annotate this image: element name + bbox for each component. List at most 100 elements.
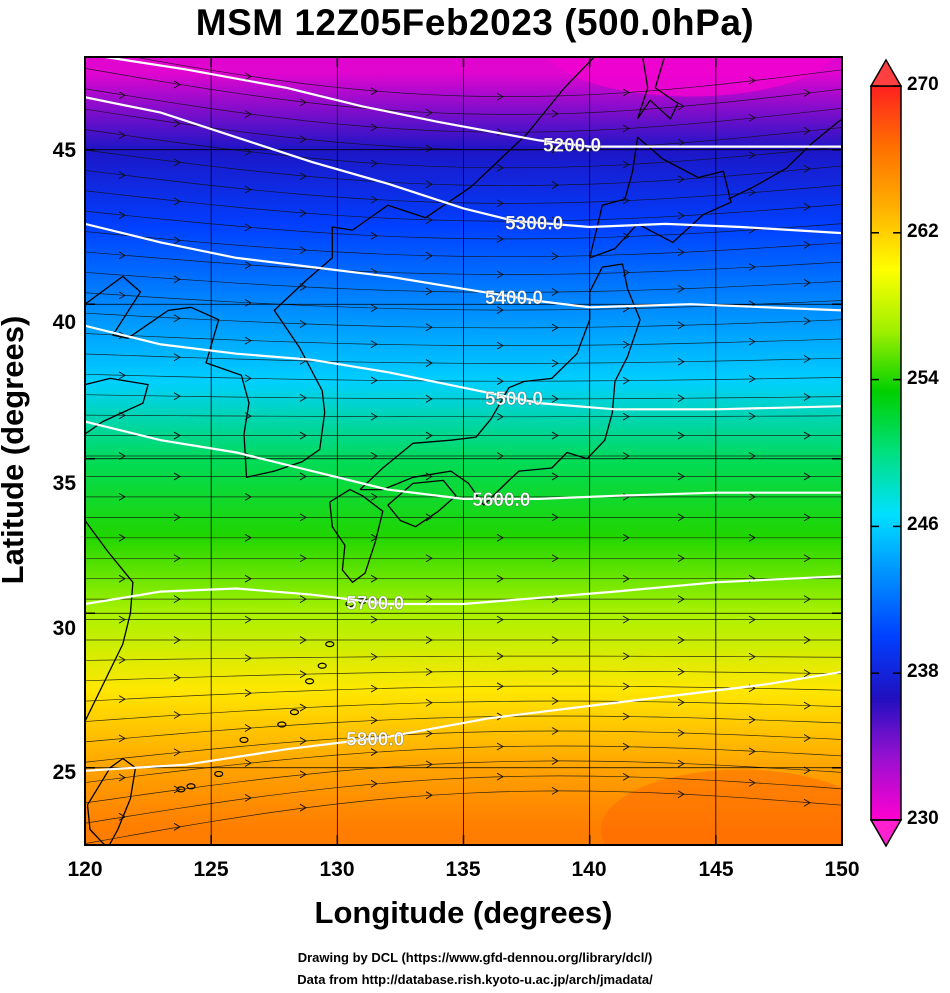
- y-tick-label: 30: [52, 617, 76, 640]
- wind-arrow: [244, 223, 252, 232]
- wind-arrow: [677, 357, 685, 366]
- wind-arrow: [299, 172, 307, 181]
- wind-arrow: [244, 110, 252, 119]
- contour-label: 5200.0: [543, 135, 601, 156]
- wind-arrow: [173, 785, 181, 794]
- wind-arrow: [370, 87, 378, 96]
- wind-arrow: [622, 232, 630, 241]
- wind-arrow: [803, 431, 811, 440]
- colorbar-tick-label: 230: [907, 808, 939, 829]
- wind-arrow: [244, 574, 252, 583]
- wind-arrow: [425, 513, 433, 522]
- island: [345, 600, 355, 608]
- colorbar-top-arrow: [869, 58, 903, 87]
- wind-arrow: [551, 636, 559, 644]
- wind-arrow: [370, 304, 378, 313]
- colorbar: [870, 85, 902, 821]
- wind-arrow: [622, 88, 630, 97]
- wind-arrow: [173, 554, 181, 563]
- contour-label: 5800.0: [346, 729, 404, 750]
- x-tick-label: 120: [67, 858, 103, 881]
- wind-arrow: [803, 554, 811, 563]
- wind-arrow: [496, 92, 504, 101]
- wind-arrow: [173, 80, 181, 89]
- wind-arrow: [677, 554, 685, 563]
- wind-arrow: [244, 724, 252, 732]
- wind-arrow: [244, 412, 252, 420]
- contour-line: [85, 575, 842, 606]
- wind-arrow: [425, 287, 433, 296]
- coast-kyushu: [329, 488, 384, 583]
- wind-arrow: [677, 211, 685, 220]
- contour-label: 5400.0: [485, 288, 543, 309]
- wind-arrow: [677, 595, 685, 604]
- credit-data: Data from http://database.rish.kyoto-u.a…: [297, 972, 653, 987]
- y-tick-label: 35: [52, 472, 76, 495]
- wind-arrow: [677, 394, 685, 403]
- wind-arrow: [118, 773, 126, 782]
- wind-arrow: [496, 772, 504, 781]
- cold-pool: [546, 57, 835, 97]
- colorbar-tick-label: 254: [907, 368, 939, 389]
- island: [317, 662, 327, 669]
- wind-arrow: [677, 431, 685, 440]
- wind-arrow: [496, 128, 504, 137]
- wind-arrow: [425, 698, 433, 707]
- credit-drawing: Drawing by DCL (https://www.gfd-dennou.o…: [297, 950, 653, 965]
- coast-sakhalin: [636, 57, 679, 120]
- colorbar-bottom-arrow: [869, 819, 903, 848]
- wind-arrow: [496, 306, 504, 314]
- wind-arrow: [370, 779, 378, 788]
- wind-arrow: [748, 412, 756, 421]
- wind-arrow: [118, 211, 126, 220]
- wind-arrow: [622, 160, 630, 169]
- wind-arrow: [803, 355, 811, 363]
- wind-arrow: [551, 181, 559, 189]
- wind-arrow: [748, 778, 756, 787]
- wind-arrow: [677, 321, 685, 330]
- wind-arrow: [173, 472, 181, 481]
- contour-line: [97, 57, 842, 148]
- wind-arrow: [244, 759, 252, 767]
- wind-arrow: [173, 158, 181, 167]
- wind-arrow: [677, 138, 685, 147]
- contour-label: 5700.0: [346, 593, 404, 614]
- colorbar-tick-label: 262: [907, 221, 939, 242]
- wind-arrow: [118, 291, 126, 300]
- wind-arrow: [244, 794, 252, 802]
- wind-arrow: [370, 533, 378, 542]
- wind-arrow: [551, 727, 559, 735]
- wind-arrow: [425, 180, 433, 189]
- x-tick-label: 135: [445, 858, 481, 881]
- wind-arrow: [370, 748, 378, 756]
- wind-arrow: [551, 667, 559, 675]
- wind-arrow: [370, 652, 378, 661]
- wind-arrow: [173, 513, 181, 522]
- wind-arrow: [425, 216, 433, 224]
- wind-arrow: [425, 760, 433, 769]
- wind-arrow: [803, 164, 811, 173]
- wind-arrow: [118, 615, 126, 624]
- wind-arrow: [803, 636, 811, 644]
- wind-arrow: [551, 786, 559, 795]
- wind-arrow: [118, 493, 126, 501]
- wind-arrow: [244, 615, 252, 624]
- wind-arrow: [425, 595, 433, 604]
- wind-arrow: [173, 431, 181, 440]
- island: [186, 783, 196, 790]
- wind-arrow: [118, 371, 126, 380]
- wind-arrow: [425, 791, 433, 800]
- wind-arrow: [118, 251, 126, 260]
- wind-arrow: [803, 241, 811, 249]
- wind-arrow: [677, 102, 685, 111]
- wind-arrow: [299, 98, 307, 107]
- wind-arrow: [496, 742, 504, 751]
- wind-arrow: [299, 636, 307, 644]
- wind-arrow: [496, 163, 504, 172]
- wind-arrow: [803, 317, 811, 325]
- wind-arrow: [244, 533, 252, 542]
- wind-arrow: [244, 493, 252, 501]
- wind-arrow: [748, 715, 756, 724]
- wind-arrow: [622, 268, 630, 277]
- wind-arrow: [370, 231, 378, 240]
